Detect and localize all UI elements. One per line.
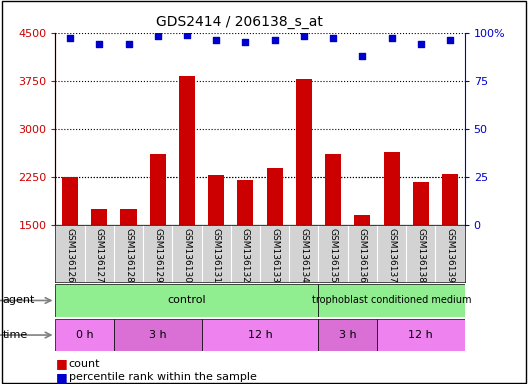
- Text: percentile rank within the sample: percentile rank within the sample: [69, 372, 257, 382]
- Bar: [202, 319, 318, 351]
- Bar: [208, 175, 224, 225]
- Text: GSM136134: GSM136134: [299, 227, 308, 282]
- Bar: [318, 284, 465, 317]
- Text: trophoblast conditioned medium: trophoblast conditioned medium: [312, 295, 472, 306]
- Bar: [377, 319, 465, 351]
- Text: agent: agent: [3, 295, 35, 306]
- Bar: [114, 319, 202, 351]
- Text: control: control: [168, 295, 206, 306]
- Text: GDS2414 / 206138_s_at: GDS2414 / 206138_s_at: [156, 15, 323, 29]
- Text: GSM136126: GSM136126: [65, 227, 74, 282]
- Text: GSM136137: GSM136137: [387, 227, 396, 283]
- Text: GSM136128: GSM136128: [124, 227, 133, 282]
- Text: 12 h: 12 h: [248, 330, 272, 340]
- Text: GSM136139: GSM136139: [446, 227, 455, 283]
- Bar: [91, 209, 107, 225]
- Text: GSM136132: GSM136132: [241, 227, 250, 282]
- Bar: [150, 154, 166, 225]
- Point: [154, 33, 162, 40]
- Bar: [55, 319, 114, 351]
- Bar: [238, 180, 253, 225]
- Point: [358, 53, 366, 59]
- Bar: [55, 284, 318, 317]
- Bar: [62, 177, 78, 225]
- Text: ■: ■: [55, 371, 67, 384]
- Point: [241, 39, 250, 45]
- Text: GSM136135: GSM136135: [328, 227, 337, 283]
- Point: [95, 41, 103, 47]
- Bar: [442, 174, 458, 225]
- Point: [388, 35, 396, 41]
- Text: ■: ■: [55, 358, 67, 371]
- Text: 3 h: 3 h: [149, 330, 166, 340]
- Point: [329, 35, 337, 41]
- Text: GSM136133: GSM136133: [270, 227, 279, 283]
- Text: time: time: [3, 330, 28, 340]
- Bar: [267, 168, 282, 225]
- Text: 0 h: 0 h: [76, 330, 93, 340]
- Point: [124, 41, 133, 47]
- Text: count: count: [69, 359, 100, 369]
- Bar: [354, 215, 370, 225]
- Point: [66, 35, 74, 41]
- Bar: [296, 79, 312, 225]
- Point: [270, 37, 279, 43]
- Point: [417, 41, 425, 47]
- Bar: [325, 154, 341, 225]
- Bar: [179, 76, 195, 225]
- Point: [212, 37, 220, 43]
- Text: GSM136130: GSM136130: [183, 227, 192, 283]
- Bar: [413, 182, 429, 225]
- Text: GSM136138: GSM136138: [416, 227, 425, 283]
- Bar: [120, 209, 137, 225]
- Text: GSM136136: GSM136136: [358, 227, 367, 283]
- Bar: [383, 152, 400, 225]
- Text: 12 h: 12 h: [409, 330, 433, 340]
- Point: [300, 33, 308, 40]
- Point: [446, 37, 454, 43]
- Text: 3 h: 3 h: [339, 330, 356, 340]
- Text: GSM136129: GSM136129: [153, 227, 162, 282]
- Text: GSM136127: GSM136127: [95, 227, 104, 282]
- Bar: [318, 319, 377, 351]
- Point: [183, 31, 191, 38]
- Text: GSM136131: GSM136131: [212, 227, 221, 283]
